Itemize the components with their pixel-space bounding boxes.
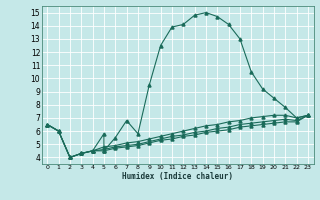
X-axis label: Humidex (Indice chaleur): Humidex (Indice chaleur) [122,172,233,181]
